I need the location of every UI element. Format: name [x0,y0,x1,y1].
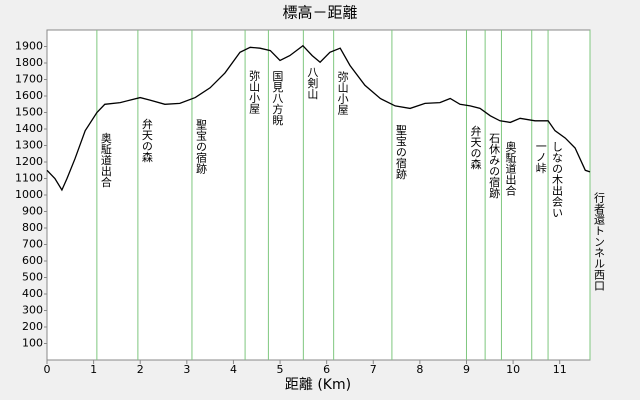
annotation-label: 奥駈道出合 [99,131,112,187]
y-tick-label: 700 [22,238,43,251]
annotation-label: 八剣山 [306,66,319,99]
annotation-label: 奥駈道出合 [504,140,517,196]
y-tick-label: 500 [22,271,43,284]
chart-title: 標高－距離 [282,4,357,22]
annotation-label: 石休みの宿跡 [488,132,501,199]
y-tick-label: 1300 [15,139,43,152]
annotation-label: しなの木出会い [551,140,564,217]
annotation-label: 一ノ峠 [534,140,547,174]
y-tick-label: 1900 [15,40,43,53]
annotation-label: 国見八方睨 [271,70,284,126]
y-tick-label: 1400 [15,122,43,135]
annotation-label: 聖宝の宿跡 [394,124,407,180]
y-tick-label: 1000 [15,188,43,201]
x-tick-label: 2 [137,363,144,376]
annotation-label: 弥山小屋 [248,68,261,114]
y-tick-label: 900 [22,205,43,218]
annotation-label: 弥山小屋 [336,69,349,115]
y-tick-label: 300 [22,304,43,317]
y-tick-label: 1800 [15,56,43,69]
profile-line [46,44,591,192]
y-tick-label: 1100 [15,172,43,185]
x-tick-label: 10 [506,363,520,376]
annotation-label: 聖宝の宿跡 [194,119,207,175]
y-tick-label: 200 [22,320,43,333]
y-tick-label: 400 [22,287,43,300]
y-tick-label: 1700 [15,73,43,86]
x-tick-label: 3 [183,363,190,376]
x-tick-label: 5 [277,363,284,376]
annotation-label: 行者還トンネル西口 [593,192,606,291]
annotation-label: 弁天の森 [469,124,482,170]
x-tick-label: 4 [230,363,237,376]
y-tick-label: 1500 [15,106,43,119]
x-tick-label: 11 [553,363,567,376]
x-tick-label: 7 [370,363,377,376]
x-tick-label: 0 [44,363,51,376]
x-tick-label: 6 [323,363,330,376]
x-tick-label: 9 [463,363,470,376]
annotation-label: 弁天の森 [140,117,153,163]
y-tick-label: 800 [22,221,43,234]
y-tick-label: 600 [22,254,43,267]
x-tick-label: 1 [90,363,97,376]
y-tick-label: 100 [22,337,43,350]
y-tick-label: 1600 [15,89,43,102]
x-axis-label: 距離 (Km) [285,376,351,393]
x-tick-label: 8 [416,363,423,376]
y-tick-label: 1200 [15,155,43,168]
